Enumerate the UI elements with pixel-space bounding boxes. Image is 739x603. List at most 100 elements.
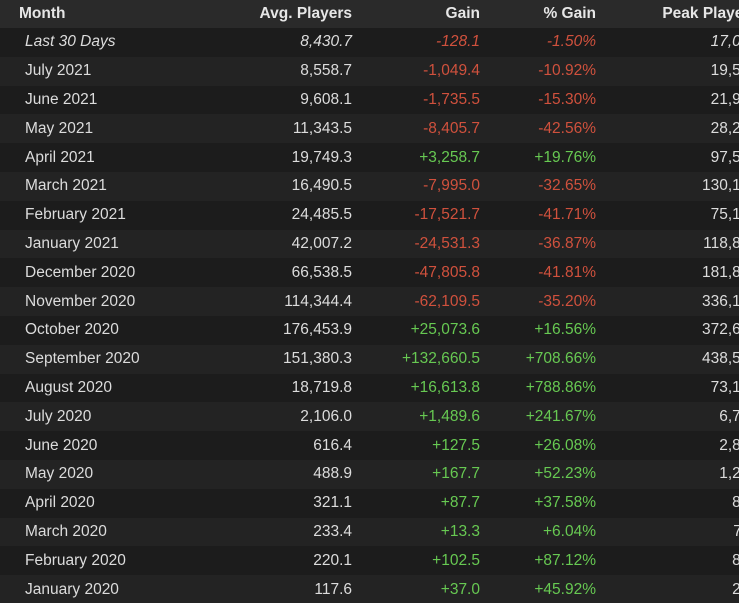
peak-players-cell: 1,234 (596, 459, 739, 489)
month-cell: June 2021 (0, 85, 204, 115)
month-cell: February 2021 (0, 200, 204, 230)
pct-gain-cell: +37.58% (480, 488, 596, 518)
month-cell: July 2020 (0, 402, 204, 432)
pct-gain-cell: +16.56% (480, 315, 596, 345)
gain-cell: -24,531.3 (352, 229, 480, 259)
month-cell: May 2020 (0, 459, 204, 489)
month-column-header[interactable]: Month (0, 0, 204, 28)
avg-players-column-header[interactable]: Avg. Players (204, 0, 352, 28)
gain-cell: -1,049.4 (352, 56, 480, 86)
pct-gain-cell: -10.92% (480, 56, 596, 86)
peak-players-cell: 859 (596, 546, 739, 576)
gain-cell: +25,073.6 (352, 315, 480, 345)
table-row: November 2020 114,344.4 -62,109.5 -35.20% 33… (0, 287, 739, 316)
gain-cell: +102.5 (352, 546, 480, 576)
peak-players-cell: 181,843 (596, 258, 739, 288)
gain-cell: -17,521.7 (352, 200, 480, 230)
pct-gain-cell: +45.92% (480, 575, 596, 603)
month-cell: December 2020 (0, 258, 204, 288)
peak-players-cell: 336,108 (596, 287, 739, 316)
pct-gain-cell: +26.08% (480, 431, 596, 460)
gain-cell: -62,109.5 (352, 287, 480, 316)
avg-players-cell: 42,007.2 (204, 229, 352, 259)
pct-gain-cell: +19.76% (480, 143, 596, 172)
avg-players-cell: 24,485.5 (204, 200, 352, 230)
peak-players-cell: 21,992 (596, 85, 739, 115)
pct-gain-cell: +241.67% (480, 402, 596, 432)
avg-players-cell: 18,719.8 (204, 373, 352, 403)
peak-players-cell: 28,242 (596, 114, 739, 144)
peak-players-column-header[interactable]: Peak Players (596, 0, 739, 28)
table-row: October 2020 176,453.9 +25,073.6 +16.56% 372… (0, 315, 739, 345)
pct-gain-cell: +708.66% (480, 344, 596, 374)
gain-cell: +16,613.8 (352, 373, 480, 403)
peak-players-cell: 17,040 (596, 28, 739, 57)
avg-players-cell: 220.1 (204, 546, 352, 576)
month-cell: January 2020 (0, 575, 204, 603)
table-row: August 2020 18,719.8 +16,613.8 +788.86% 73,1… (0, 373, 739, 403)
month-cell: January 2021 (0, 229, 204, 259)
pct-gain-cell: -42.56% (480, 114, 596, 144)
avg-players-cell: 19,749.3 (204, 143, 352, 172)
table-row: September 2020 151,380.3 +132,660.5 +708.66… (0, 344, 739, 374)
avg-players-cell: 151,380.3 (204, 344, 352, 374)
pct-gain-cell: -36.87% (480, 229, 596, 259)
peak-players-cell: 711 (596, 517, 739, 547)
gain-cell: -47,805.8 (352, 258, 480, 288)
avg-players-cell: 8,558.7 (204, 56, 352, 86)
month-cell: June 2020 (0, 431, 204, 460)
gain-cell: +132,660.5 (352, 344, 480, 374)
table-header: Month Avg. Players Gain % Gain Peak Play… (0, 0, 739, 28)
month-cell: March 2021 (0, 171, 204, 201)
peak-players-cell: 438,524 (596, 344, 739, 374)
gain-cell: -128.1 (352, 28, 480, 57)
pct-gain-cell: -32.65% (480, 171, 596, 201)
peak-players-cell: 271 (596, 575, 739, 603)
gain-column-header[interactable]: Gain (352, 0, 480, 28)
pct-gain-cell: +87.12% (480, 546, 596, 576)
gain-cell: -7,995.0 (352, 171, 480, 201)
avg-players-cell: 176,453.9 (204, 315, 352, 345)
avg-players-cell: 66,538.5 (204, 258, 352, 288)
avg-players-cell: 114,344.4 (204, 287, 352, 316)
peak-players-cell: 73,159 (596, 373, 739, 403)
month-cell: August 2020 (0, 373, 204, 403)
month-cell: October 2020 (0, 315, 204, 345)
pct-gain-cell: +52.23% (480, 459, 596, 489)
avg-players-cell: 9,608.1 (204, 85, 352, 115)
table-row: January 2021 42,007.2 -24,531.3 -36.87% 118,… (0, 229, 739, 259)
month-cell: May 2021 (0, 114, 204, 144)
avg-players-cell: 488.9 (204, 459, 352, 489)
avg-players-cell: 233.4 (204, 517, 352, 547)
pct-gain-column-header[interactable]: % Gain (480, 0, 596, 28)
avg-players-cell: 321.1 (204, 488, 352, 518)
peak-players-cell: 97,580 (596, 143, 739, 172)
pct-gain-cell: -1.50% (480, 28, 596, 57)
header-row: Month Avg. Players Gain % Gain Peak Play… (0, 0, 739, 28)
month-cell: February 2020 (0, 546, 204, 576)
peak-players-cell: 372,646 (596, 315, 739, 345)
month-cell: April 2020 (0, 488, 204, 518)
peak-players-cell: 130,138 (596, 171, 739, 201)
gain-cell: +127.5 (352, 431, 480, 460)
pct-gain-cell: +6.04% (480, 517, 596, 547)
gain-cell: -8,405.7 (352, 114, 480, 144)
gain-cell: -1,735.5 (352, 85, 480, 115)
pct-gain-cell: -35.20% (480, 287, 596, 316)
peak-players-cell: 118,868 (596, 229, 739, 259)
month-cell: July 2021 (0, 56, 204, 86)
peak-players-cell: 850 (596, 488, 739, 518)
gain-cell: +37.0 (352, 575, 480, 603)
